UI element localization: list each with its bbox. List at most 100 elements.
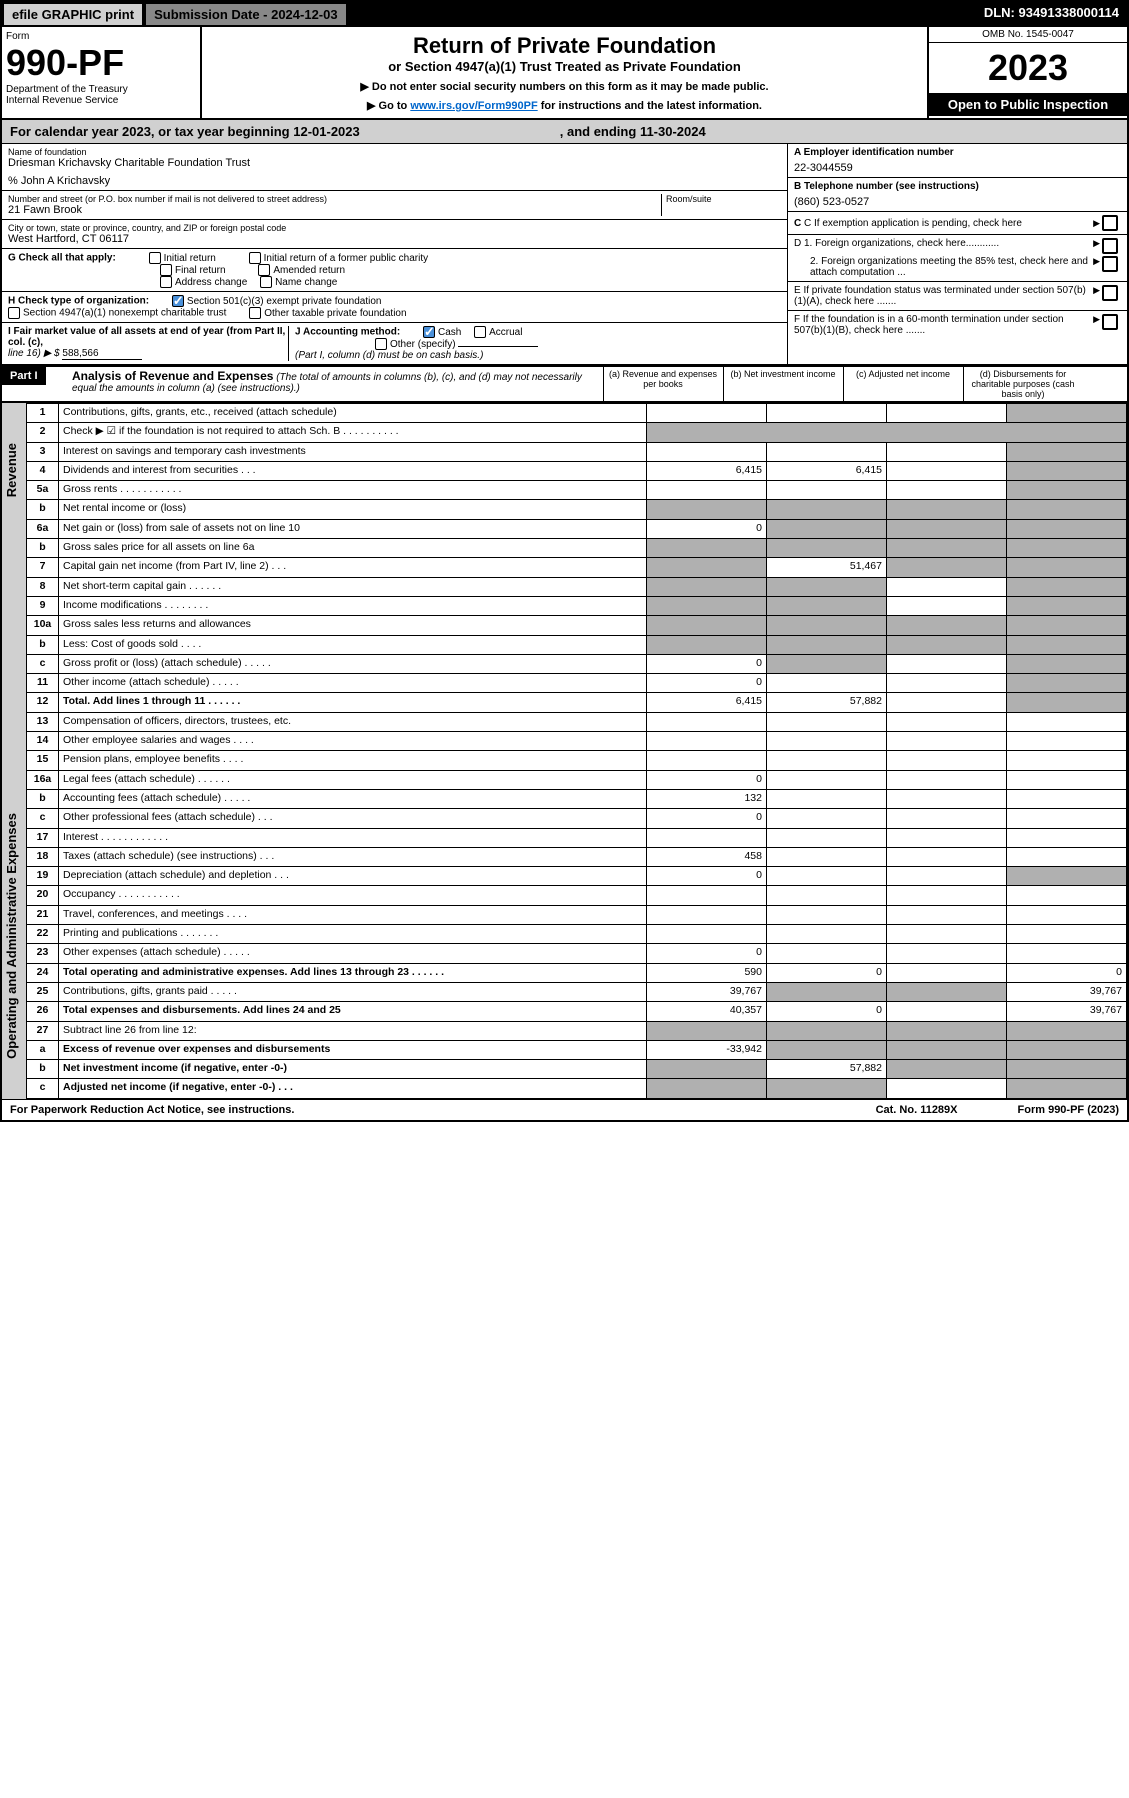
col-a-value: 458	[647, 847, 767, 866]
col-b-value	[767, 442, 887, 461]
cb-foreign-85[interactable]	[1102, 256, 1118, 272]
line-number: 26	[27, 1002, 59, 1021]
line-description: Gross rents . . . . . . . . . . .	[59, 481, 647, 500]
open-to-public: Open to Public Inspection	[929, 93, 1127, 116]
col-d-value	[1007, 558, 1127, 577]
cb-initial-return[interactable]	[149, 252, 161, 264]
cb-amended-return[interactable]	[258, 264, 270, 276]
calendar-year-row: For calendar year 2023, or tax year begi…	[2, 120, 1127, 144]
table-row: 17Interest . . . . . . . . . . . .	[27, 828, 1127, 847]
col-b-value	[767, 867, 887, 886]
line-number: 25	[27, 982, 59, 1001]
cb-name-change[interactable]	[260, 276, 272, 288]
cb-final-return[interactable]	[160, 264, 172, 276]
line-description: Legal fees (attach schedule) . . . . . .	[59, 770, 647, 789]
cb-4947[interactable]	[8, 307, 20, 319]
col-b-value	[767, 712, 887, 731]
cb-foreign-org[interactable]	[1102, 238, 1118, 254]
line-description: Travel, conferences, and meetings . . . …	[59, 905, 647, 924]
cb-accrual[interactable]	[474, 326, 486, 338]
care-of: % John A Krichavsky	[8, 175, 781, 187]
phone-value: (860) 523-0527	[794, 196, 1121, 208]
form-title: Return of Private Foundation	[208, 33, 921, 59]
address-label: Number and street (or P.O. box number if…	[8, 194, 661, 204]
form-label: Form	[6, 31, 196, 42]
col-c-value	[887, 712, 1007, 731]
line-number: a	[27, 1040, 59, 1059]
col-a-value: 132	[647, 789, 767, 808]
line-number: 15	[27, 751, 59, 770]
phone-label: B Telephone number (see instructions)	[794, 181, 979, 192]
table-row: 7Capital gain net income (from Part IV, …	[27, 558, 1127, 577]
col-d-value	[1007, 539, 1127, 558]
section-h: H Check type of organization: Section 50…	[2, 292, 787, 323]
dln: DLN: 93491338000114	[976, 2, 1127, 27]
col-b-value: 6,415	[767, 461, 887, 480]
cb-initial-former[interactable]	[249, 252, 261, 264]
table-row: bNet investment income (if negative, ent…	[27, 1060, 1127, 1079]
cb-60-month[interactable]	[1102, 314, 1118, 330]
col-c-value	[887, 558, 1007, 577]
col-a-value	[647, 886, 767, 905]
col-c-value	[887, 674, 1007, 693]
form-ref: Form 990-PF (2023)	[1018, 1104, 1119, 1116]
line-number: 3	[27, 442, 59, 461]
col-a-value	[647, 577, 767, 596]
line-description: Other professional fees (attach schedule…	[59, 809, 647, 828]
identity-block: Name of foundation Driesman Krichavsky C…	[2, 144, 1127, 365]
cb-exemption-pending[interactable]	[1102, 215, 1118, 231]
col-a-value: 0	[647, 944, 767, 963]
cb-501c3[interactable]	[172, 295, 184, 307]
line-number: 11	[27, 674, 59, 693]
cb-other-method[interactable]	[375, 338, 387, 350]
col-d-value	[1007, 519, 1127, 538]
line-number: 23	[27, 944, 59, 963]
line-number: c	[27, 809, 59, 828]
form-990pf: efile GRAPHIC print Submission Date - 20…	[0, 0, 1129, 1122]
col-c-value	[887, 577, 1007, 596]
col-b-value	[767, 481, 887, 500]
col-d-header: (d) Disbursements for charitable purpose…	[963, 367, 1083, 401]
dept-irs: Internal Revenue Service	[6, 95, 196, 106]
col-a-value: 0	[647, 867, 767, 886]
table-row: 24Total operating and administrative exp…	[27, 963, 1127, 982]
section-f-label: F If the foundation is in a 60-month ter…	[794, 314, 1093, 336]
col-b-value: 0	[767, 1002, 887, 1021]
col-b-value	[767, 404, 887, 423]
col-d-value	[1007, 596, 1127, 615]
table-row: 25Contributions, gifts, grants paid . . …	[27, 982, 1127, 1001]
cb-address-change[interactable]	[160, 276, 172, 288]
line-number: 8	[27, 577, 59, 596]
col-d-value	[1007, 442, 1127, 461]
col-b-value	[767, 519, 887, 538]
table-row: cAdjusted net income (if negative, enter…	[27, 1079, 1127, 1098]
line-number: 9	[27, 596, 59, 615]
col-c-value	[887, 886, 1007, 905]
table-row: 3Interest on savings and temporary cash …	[27, 442, 1127, 461]
line-description: Pension plans, employee benefits . . . .	[59, 751, 647, 770]
col-a-value	[647, 828, 767, 847]
col-b-value: 51,467	[767, 558, 887, 577]
col-a-value: 0	[647, 770, 767, 789]
col-d-value	[1007, 712, 1127, 731]
line-number: 18	[27, 847, 59, 866]
line-number: 27	[27, 1021, 59, 1040]
col-c-value	[887, 404, 1007, 423]
cb-status-terminated[interactable]	[1102, 285, 1118, 301]
col-d-value	[1007, 635, 1127, 654]
cb-other-taxable[interactable]	[249, 307, 261, 319]
col-a-value	[647, 596, 767, 615]
col-c-value	[887, 461, 1007, 480]
instructions-link[interactable]: www.irs.gov/Form990PF	[410, 100, 537, 112]
part-1-header: Part I Analysis of Revenue and Expenses …	[2, 365, 1127, 403]
line-description: Capital gain net income (from Part IV, l…	[59, 558, 647, 577]
col-d-value: 39,767	[1007, 982, 1127, 1001]
col-c-value	[887, 809, 1007, 828]
cb-cash[interactable]	[423, 326, 435, 338]
col-d-value	[1007, 809, 1127, 828]
tax-year-begin: 12-01-2023	[293, 124, 360, 139]
col-a-value	[647, 404, 767, 423]
foundation-name: Driesman Krichavsky Charitable Foundatio…	[8, 157, 781, 169]
table-row: 20Occupancy . . . . . . . . . . .	[27, 886, 1127, 905]
col-c-value	[887, 925, 1007, 944]
